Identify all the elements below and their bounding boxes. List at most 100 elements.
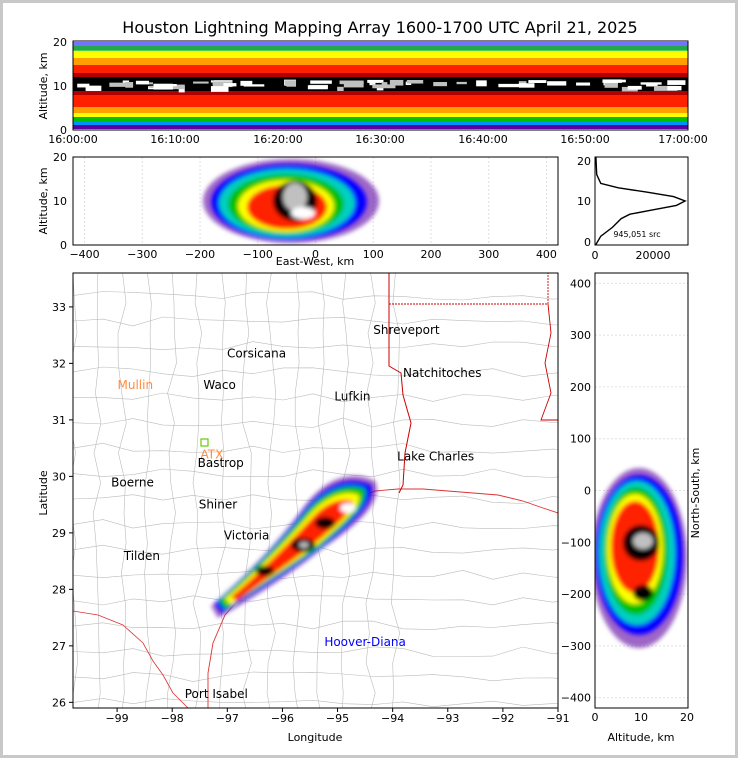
hist-xtick-0: 0 xyxy=(592,249,599,262)
map-xtick: −91 xyxy=(546,712,569,725)
hist-ytick-0: 0 xyxy=(584,236,591,249)
ew-xtick: 300 xyxy=(478,248,499,261)
map-xtick: −92 xyxy=(491,712,514,725)
ns-ytick: 0 xyxy=(584,485,591,498)
ns-frame xyxy=(594,272,689,709)
ns-xtick-20: 20 xyxy=(680,711,694,724)
gray-streak xyxy=(372,84,396,89)
gray-streak xyxy=(389,79,404,86)
county-line xyxy=(73,468,558,478)
map-panel: Shreveport Corsicana Natchitoches Mullin Wac… xyxy=(37,272,570,744)
gray-streak xyxy=(210,80,233,83)
ew-frame xyxy=(72,156,559,246)
ns-ytick: 100 xyxy=(570,433,591,446)
ew-xtick: 0 xyxy=(312,248,319,261)
gray-streak xyxy=(212,81,233,88)
storm-line-density xyxy=(211,475,377,618)
county-line xyxy=(73,569,558,580)
ns-ytick: −300 xyxy=(561,640,591,653)
gray-streak xyxy=(640,82,662,85)
gray-streak xyxy=(284,80,297,86)
county-line xyxy=(167,273,177,708)
county-line xyxy=(73,698,558,708)
gray-streak xyxy=(667,85,682,91)
gray-streak xyxy=(654,85,678,91)
gray-streak xyxy=(576,82,591,86)
altitude-histogram-panel: 945,051 src 0 10 20 0 20000 xyxy=(577,155,689,262)
city-label: Shiner xyxy=(199,498,238,512)
ns-ytick: 200 xyxy=(570,381,591,394)
county-line xyxy=(73,291,558,301)
county-lines xyxy=(73,273,558,708)
ew-xtick: −300 xyxy=(127,248,157,261)
city-label: Boerne xyxy=(111,476,154,490)
county-line xyxy=(73,366,558,377)
city-label: ATX xyxy=(200,447,223,461)
ew-density xyxy=(203,159,379,243)
ew-xlabel: East-West, km xyxy=(276,255,354,268)
gray-streak xyxy=(210,86,229,92)
ns-xlabel: Altitude, km xyxy=(607,731,674,744)
county-line xyxy=(73,544,558,555)
gray-streak xyxy=(77,83,90,88)
ns-density xyxy=(595,468,687,648)
county-line xyxy=(73,417,558,428)
gray-streak xyxy=(240,80,253,86)
city-labels: Shreveport Corsicana Natchitoches Mullin Wac… xyxy=(111,323,481,701)
city-label: Port Isabel xyxy=(185,687,248,701)
gray-streak xyxy=(547,81,567,86)
county-line xyxy=(292,273,301,708)
th-xtick-1640: 16:40:00 xyxy=(458,133,507,146)
county-line xyxy=(241,273,252,708)
ew-xtick: 100 xyxy=(363,248,384,261)
gray-streak xyxy=(178,86,185,93)
map-xlabel: Longitude xyxy=(288,731,343,744)
city-label: Lake Charles xyxy=(397,450,474,464)
county-line xyxy=(117,273,127,708)
th-xtick-1620: 16:20:00 xyxy=(253,133,302,146)
la-ms-border xyxy=(540,303,558,421)
ns-ytick: −400 xyxy=(561,692,591,705)
ew-xtick: −200 xyxy=(185,248,215,261)
ew-ytick-10: 10 xyxy=(53,195,67,208)
ew-altitude-panel: −400 −300 −200 −100 0 100 200 300 400 0 10 20 Al… xyxy=(37,151,559,268)
figure-title: Houston Lightning Mapping Array 1600-170… xyxy=(122,18,637,37)
th-xtick-1610: 16:10:00 xyxy=(150,133,199,146)
time-height-frame xyxy=(72,40,689,131)
ew-ylabel: Altitude, km xyxy=(37,167,50,234)
ew-xtick: −400 xyxy=(69,248,99,261)
ns-ylabel: North-South, km xyxy=(689,448,702,539)
map-ticks: −99 −98 −97 −96 −95 −94 −93 −92 −91 26 27 28 29 30 31 3… xyxy=(52,301,570,725)
map-xtick: −99 xyxy=(105,712,128,725)
tx-la-border xyxy=(388,273,412,494)
map-ytick: 28 xyxy=(52,583,66,596)
gray-streak xyxy=(667,80,686,85)
map-frame xyxy=(72,272,559,709)
map-ytick: 31 xyxy=(52,414,66,427)
gray-streak xyxy=(604,82,618,88)
gray-streak xyxy=(609,79,626,83)
hist-source-count: 945,051 src xyxy=(613,230,660,239)
county-line xyxy=(73,392,558,403)
th-xtick-1650: 16:50:00 xyxy=(560,133,609,146)
ns-xtick-0: 0 xyxy=(592,711,599,724)
ew-ytick-20: 20 xyxy=(53,151,67,164)
ns-altitude-panel: −400 −300 −200 −100 0 100 200 300 400 0 10 20 Al… xyxy=(561,272,702,744)
th-xtick-1630: 16:30:00 xyxy=(355,133,404,146)
gray-streak xyxy=(223,83,237,87)
map-ytick: 29 xyxy=(52,527,66,540)
city-label: Mullin xyxy=(117,378,153,392)
figure-frame: Houston Lightning Mapping Array 1600-170… xyxy=(3,3,735,755)
th-ytick-20: 20 xyxy=(53,36,67,49)
ew-ticks: −400 −300 −200 −100 0 100 200 300 400 xyxy=(69,248,557,261)
gray-streak xyxy=(381,82,388,85)
th-ylabel: Altitude, km xyxy=(37,52,50,119)
city-label: Corsicana xyxy=(227,347,286,361)
city-label: Victoria xyxy=(224,529,270,543)
gray-streak xyxy=(310,80,332,84)
city-label: Lufkin xyxy=(334,390,370,404)
ns-ytick: 300 xyxy=(570,329,591,342)
gray-streak xyxy=(243,84,265,87)
ns-ytick: −200 xyxy=(561,588,591,601)
gray-streak xyxy=(433,82,448,87)
